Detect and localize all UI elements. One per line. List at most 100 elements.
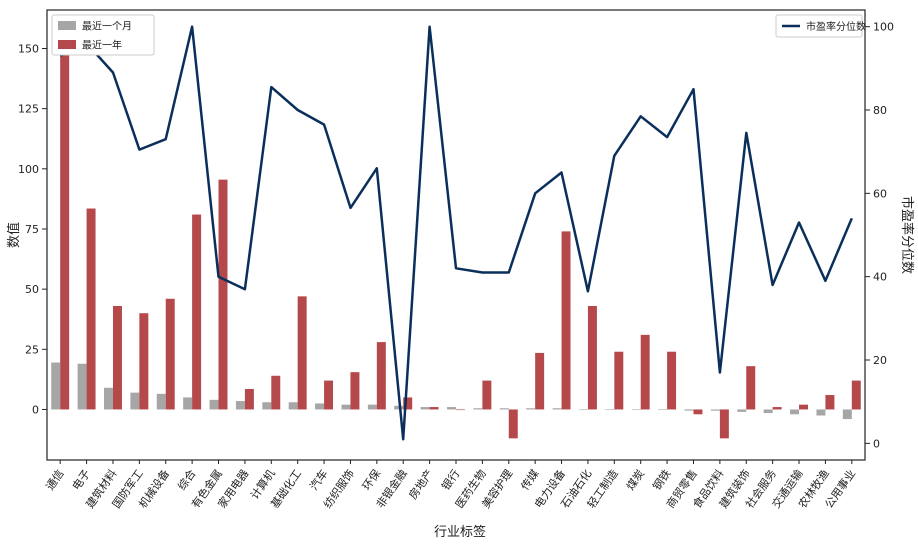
- bar-month: [658, 409, 668, 411]
- y2-axis-title: 市盈率分位数: [899, 196, 915, 274]
- pe-percentile-line: [59, 25, 853, 441]
- bar-month: [737, 409, 747, 412]
- bar-month: [447, 407, 456, 410]
- bar-month: [763, 409, 773, 414]
- y2-tick-label: 100: [873, 21, 894, 34]
- bar-month: [842, 409, 852, 420]
- bar-year: [667, 351, 677, 410]
- legend-right: 市盈率分位数: [775, 14, 866, 38]
- bar-year: [561, 231, 571, 410]
- bar-year: [376, 342, 386, 410]
- y-tick-label: 125: [18, 103, 39, 116]
- bar-year: [640, 334, 650, 410]
- bar-month: [578, 409, 588, 411]
- legend-left: 最近一个月 最近一年: [51, 14, 155, 56]
- bar-year: [324, 380, 334, 410]
- y2-tick-label: 0: [873, 437, 880, 450]
- bar-month: [130, 392, 140, 410]
- bar-year: [772, 407, 782, 410]
- bar-month: [262, 402, 272, 410]
- x-category-label: 银行: [438, 467, 462, 493]
- y2-tick-label: 80: [873, 104, 887, 117]
- bar-month: [499, 408, 509, 410]
- bar-year: [508, 409, 518, 439]
- y-tick-label: 50: [25, 283, 39, 296]
- bar-year: [482, 380, 492, 410]
- bar-month: [394, 405, 404, 410]
- bar-month: [315, 403, 325, 410]
- bar-year: [297, 296, 307, 410]
- bar-month: [816, 409, 826, 416]
- x-category-label: 传媒: [518, 467, 541, 492]
- bar-month: [341, 404, 351, 410]
- bar-month: [209, 399, 219, 410]
- bar-year: [429, 407, 439, 410]
- plot-frame: [46, 9, 866, 461]
- x-category-label: 房地产: [406, 467, 436, 502]
- legend-month-swatch: [58, 21, 76, 30]
- legend-year-swatch: [58, 40, 76, 49]
- x-category-label: 煤炭: [624, 467, 647, 492]
- bar-year: [614, 351, 624, 410]
- bar-month: [631, 409, 641, 411]
- bar-month: [420, 407, 430, 410]
- legend-month-label: 最近一个月: [82, 20, 132, 33]
- y-axis-title: 数值: [6, 222, 22, 248]
- y-tick-label: 25: [25, 343, 39, 356]
- y2-tick-label: 60: [873, 187, 887, 200]
- bar-year: [218, 179, 228, 410]
- bar-year: [535, 352, 545, 410]
- x-category-label: 钢铁: [650, 467, 673, 492]
- bar-year: [746, 366, 756, 410]
- bar-year: [587, 305, 597, 410]
- bar-year: [60, 29, 70, 410]
- y-tick-label: 0: [32, 403, 39, 416]
- bar-year: [693, 409, 703, 415]
- y2-tick-label: 20: [873, 354, 887, 367]
- x-category-label: 综合: [174, 467, 198, 493]
- bar-month: [288, 402, 298, 410]
- bar-year: [192, 214, 202, 410]
- bar-month: [684, 409, 694, 411]
- bar-year: [165, 298, 175, 410]
- bar-month: [552, 408, 562, 410]
- bar-month: [51, 362, 61, 410]
- bar-month: [526, 408, 536, 410]
- bar-month: [367, 404, 377, 410]
- legend-left-frame: [51, 14, 155, 56]
- legend-line-label: 市盈率分位数: [806, 20, 866, 33]
- bar-month: [710, 409, 720, 411]
- bar-year: [139, 313, 149, 410]
- y-tick-label: 100: [18, 163, 39, 176]
- bar-month: [605, 409, 615, 411]
- y-tick-label: 150: [18, 43, 39, 56]
- bar-year: [719, 409, 729, 439]
- x-category-label: 电子: [70, 467, 93, 492]
- bar-month: [77, 363, 87, 410]
- bar-year: [271, 375, 281, 410]
- bar-month: [103, 387, 113, 410]
- bar-year: [456, 409, 465, 411]
- x-axis-title: 行业标签: [434, 524, 486, 540]
- bar-year: [350, 372, 360, 410]
- x-category-label: 通信: [43, 467, 66, 492]
- bar-year: [112, 305, 122, 410]
- bar-year: [825, 395, 835, 410]
- legend-right-frame: [775, 14, 863, 38]
- bar-month: [473, 408, 483, 410]
- bar-year: [86, 208, 96, 410]
- bar-month: [156, 393, 166, 410]
- bar-year: [851, 380, 861, 410]
- bar-month: [235, 401, 245, 410]
- bar-month: [183, 397, 193, 410]
- x-category-label: 环保: [359, 467, 383, 493]
- legend-year-label: 最近一年: [82, 39, 122, 52]
- bar-year: [244, 389, 254, 410]
- bar-month: [790, 409, 800, 415]
- y-tick-label: 75: [25, 223, 39, 236]
- bar-year: [403, 397, 413, 410]
- x-category-label: 汽车: [306, 467, 330, 493]
- bar-year: [799, 404, 809, 410]
- y2-tick-label: 40: [873, 271, 887, 284]
